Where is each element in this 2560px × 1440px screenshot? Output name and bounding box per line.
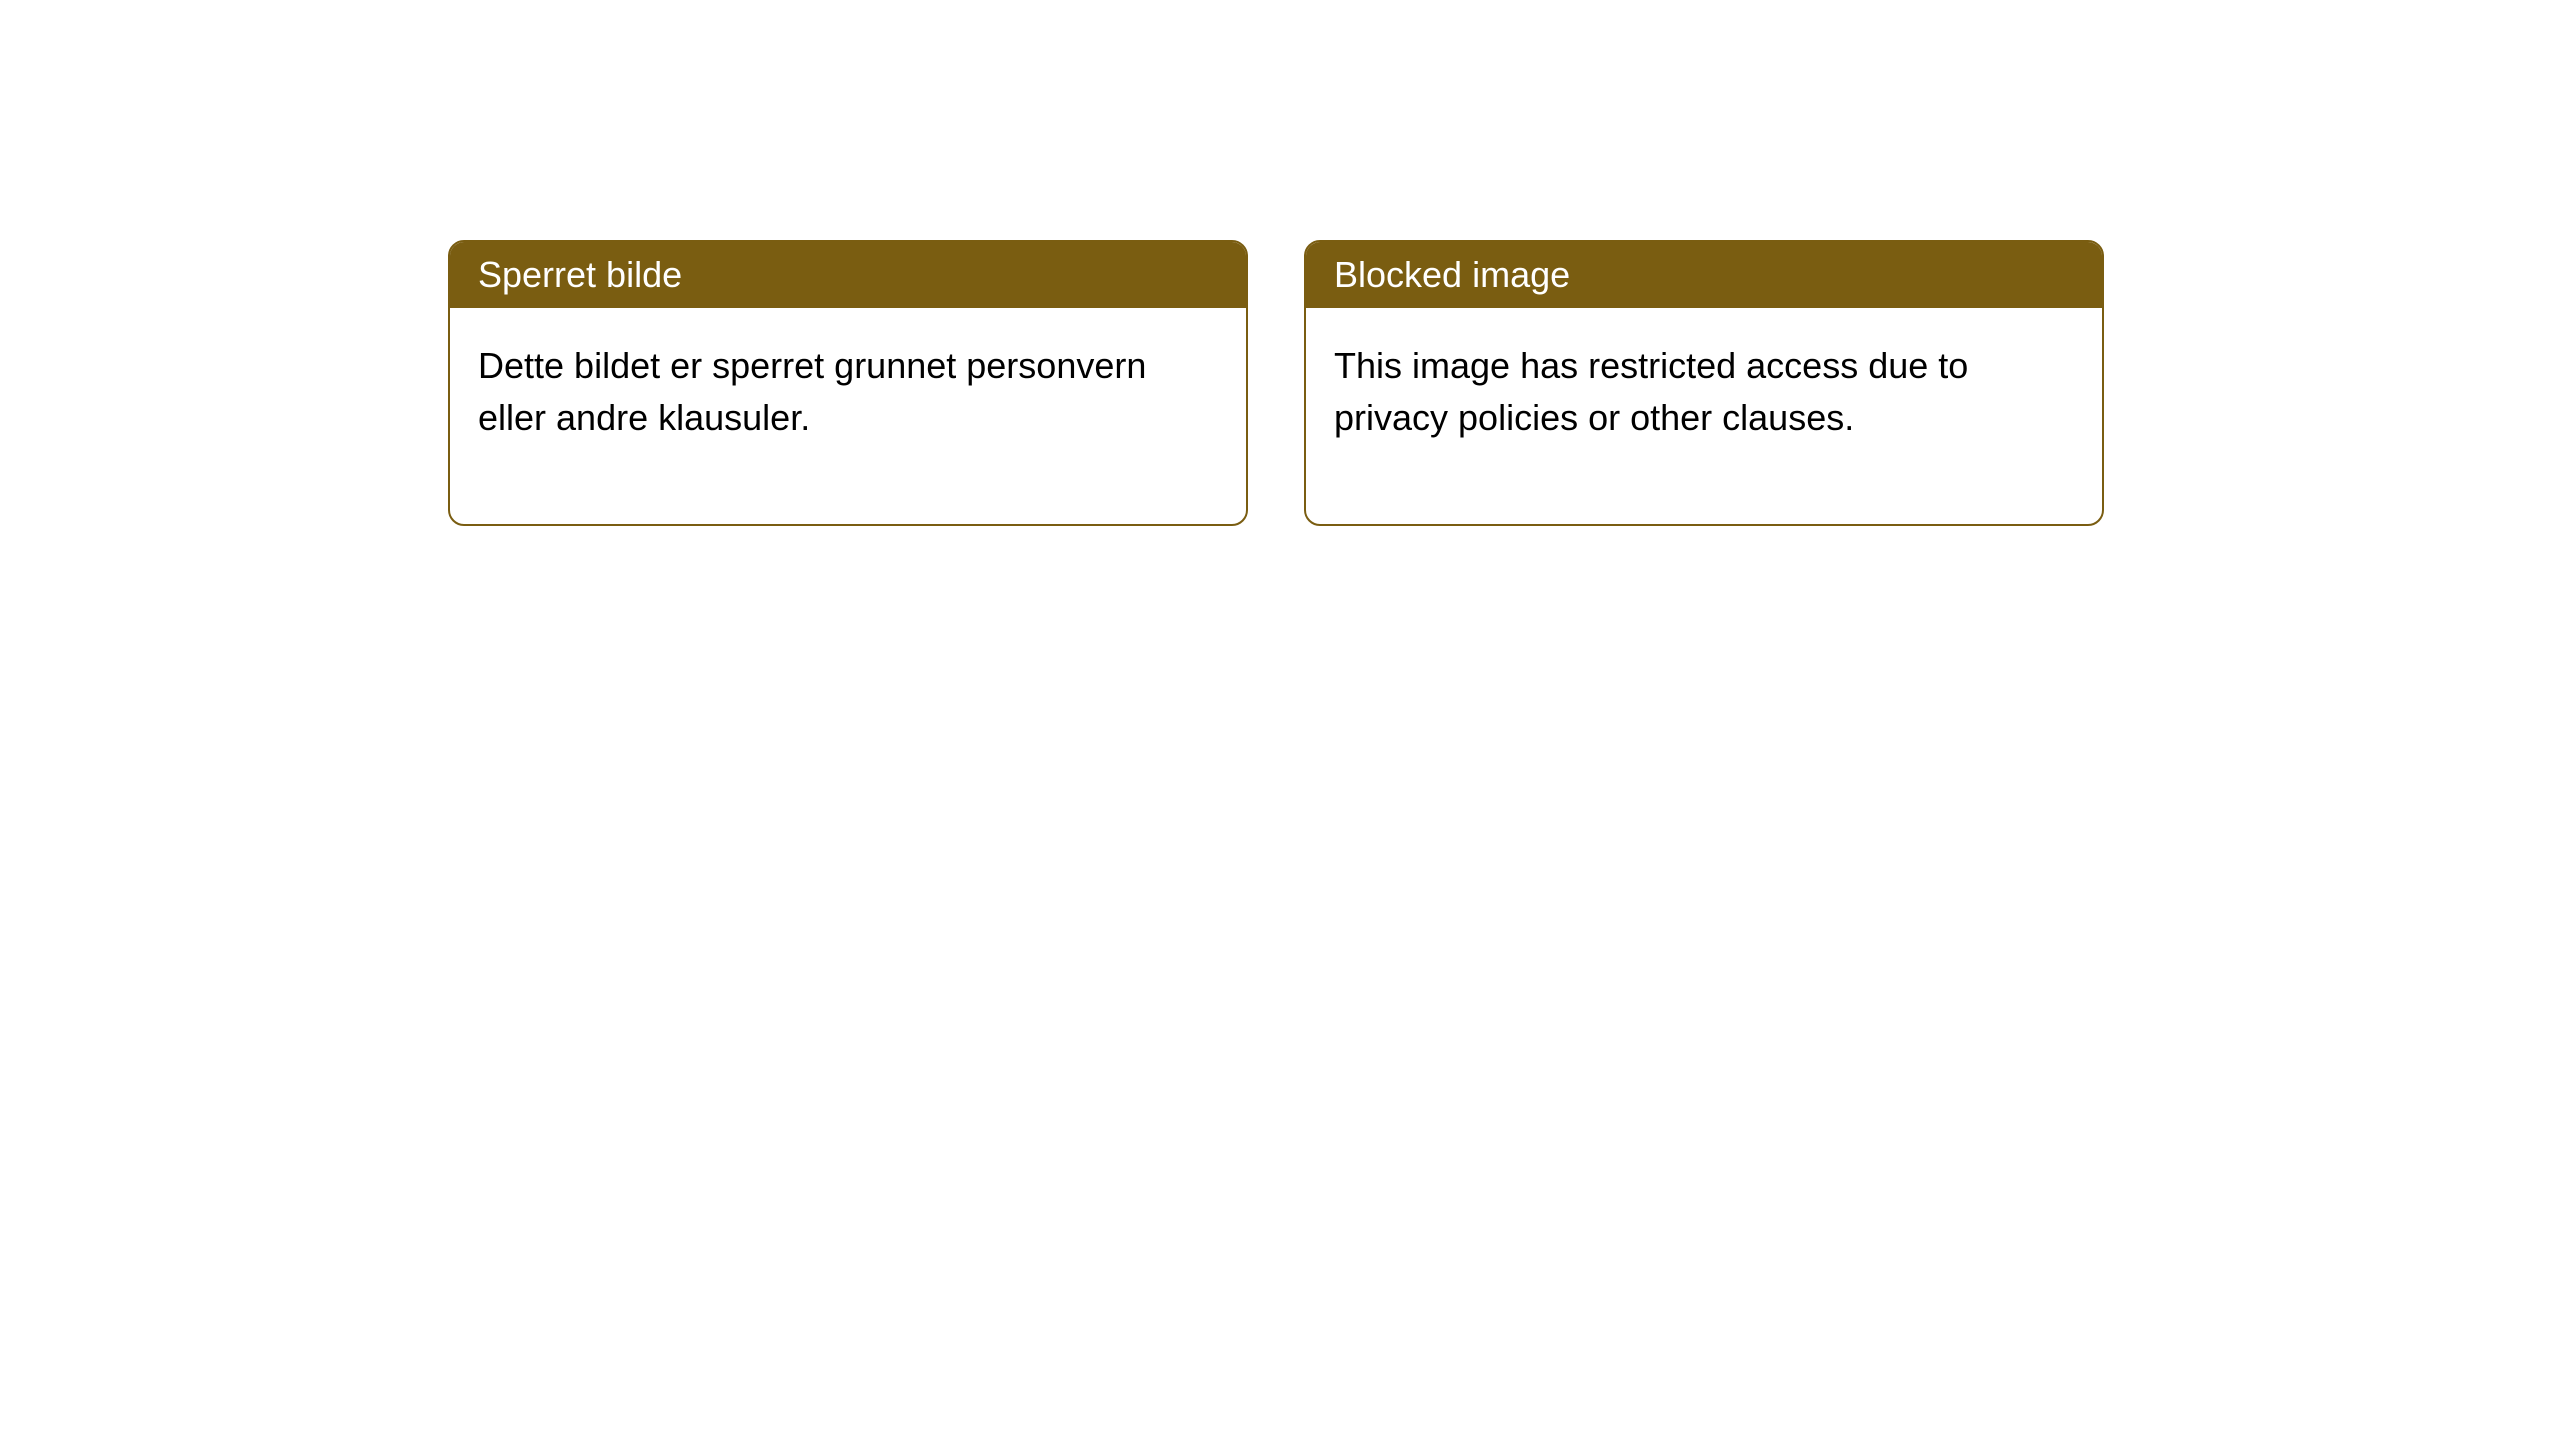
card-body-text: This image has restricted access due to … (1334, 345, 1968, 438)
card-norwegian: Sperret bilde Dette bildet er sperret gr… (448, 240, 1248, 526)
card-body-text: Dette bildet er sperret grunnet personve… (478, 345, 1146, 438)
card-english: Blocked image This image has restricted … (1304, 240, 2104, 526)
card-header: Sperret bilde (450, 242, 1246, 308)
card-body: This image has restricted access due to … (1306, 308, 2102, 524)
card-title: Sperret bilde (478, 254, 682, 295)
card-header: Blocked image (1306, 242, 2102, 308)
card-title: Blocked image (1334, 254, 1570, 295)
card-body: Dette bildet er sperret grunnet personve… (450, 308, 1246, 524)
cards-container: Sperret bilde Dette bildet er sperret gr… (448, 240, 2104, 526)
